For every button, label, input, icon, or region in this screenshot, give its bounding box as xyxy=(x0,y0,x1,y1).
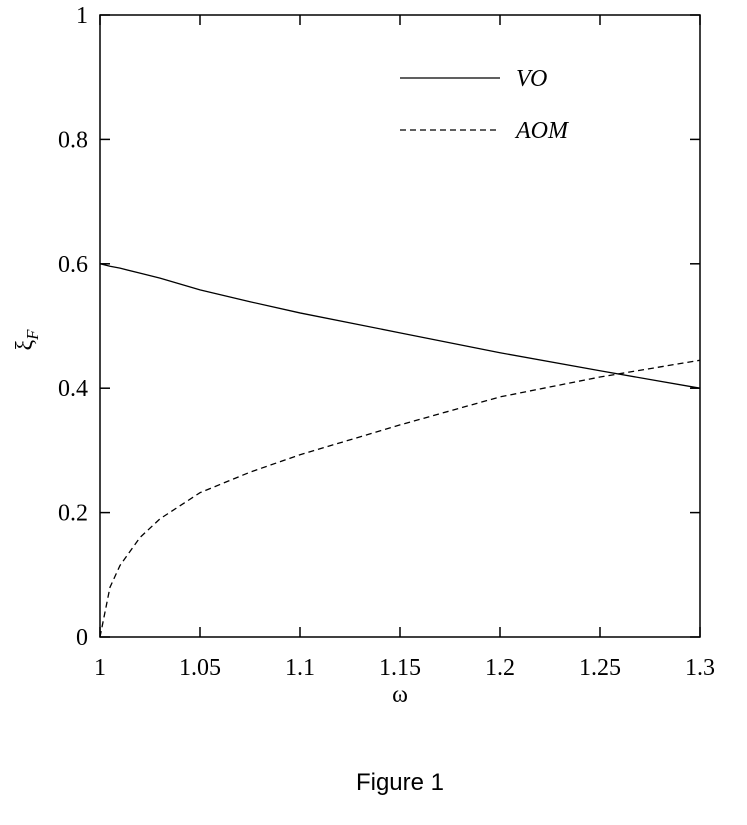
x-axis-label: ω xyxy=(392,682,408,708)
plot-frame xyxy=(99,14,701,638)
line-series xyxy=(99,263,701,389)
line-series xyxy=(99,359,701,638)
y-tick-label: 1 xyxy=(76,3,88,29)
x-tick-label: 1 xyxy=(94,655,106,681)
legend-label: VO xyxy=(516,66,547,92)
y-tick-label: 0 xyxy=(76,625,88,651)
y-tick-label: 0.8 xyxy=(58,127,88,153)
x-tick-label: 1.25 xyxy=(579,655,621,681)
x-tick-label: 1.3 xyxy=(685,655,715,681)
y-tick-label: 0.6 xyxy=(58,252,88,278)
x-tick-label: 1.1 xyxy=(285,655,315,681)
y-axis-label: ξF xyxy=(12,329,42,351)
x-tick-label: 1.05 xyxy=(179,655,221,681)
y-tick-label: 0.4 xyxy=(58,376,88,402)
x-tick-label: 1.2 xyxy=(485,655,515,681)
y-tick-label: 0.2 xyxy=(58,501,88,527)
legend-label: AOM xyxy=(514,118,570,144)
y-axis-label-sub: F xyxy=(23,329,42,341)
y-axis-label-main: ξ xyxy=(12,340,38,351)
caption: Figure 1 xyxy=(356,769,444,796)
x-tick-label: 1.15 xyxy=(379,655,421,681)
